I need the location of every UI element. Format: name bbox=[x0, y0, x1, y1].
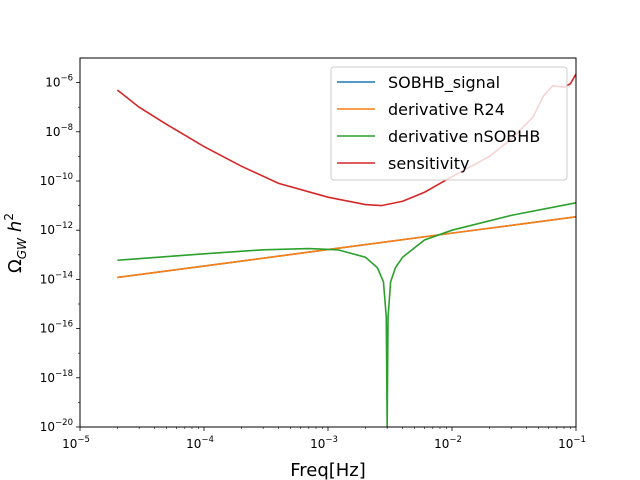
legend-label: SOBHB_signal bbox=[388, 73, 500, 93]
y-tick-label: 10−14 bbox=[40, 270, 73, 286]
x-tick-label: 10−3 bbox=[310, 435, 338, 451]
x-tick-label: 10−4 bbox=[186, 435, 214, 451]
legend-label: sensitivity bbox=[388, 154, 469, 173]
x-tick-label: 10−2 bbox=[434, 435, 462, 451]
y-label-h: h bbox=[5, 221, 26, 232]
x-axis-label: Freq[Hz] bbox=[290, 460, 366, 480]
series-line-derivative-r24 bbox=[117, 216, 577, 279]
y-label-sub: GW bbox=[15, 237, 29, 259]
x-tick-label: 10−1 bbox=[558, 435, 586, 451]
y-tick-label: 10−16 bbox=[40, 320, 73, 336]
axis-ticks: 10−5 10−4 10−3 10−2 10−1 10−20 10−18 10−16 10−14… bbox=[40, 74, 586, 451]
y-label-omega: Ω bbox=[5, 259, 26, 273]
y-tick-label: 10−12 bbox=[40, 221, 73, 237]
legend-label: derivative R24 bbox=[388, 100, 505, 119]
y-tick-label: 10−10 bbox=[40, 172, 73, 188]
legend: SOBHB_signal derivative R24 derivative nSO… bbox=[330, 66, 568, 181]
y-tick-label: 10−20 bbox=[40, 418, 73, 434]
y-tick-label: 10−6 bbox=[45, 74, 73, 90]
svg-text:ΩGWh2: ΩGW h2 bbox=[2, 213, 29, 273]
y-tick-label: 10−18 bbox=[40, 369, 73, 385]
legend-label: derivative nSOBHB bbox=[388, 127, 540, 146]
x-tick-label: 10−5 bbox=[62, 435, 90, 451]
series-line-derivative-nsobhb bbox=[117, 202, 577, 428]
y-tick-label: 10−8 bbox=[45, 123, 73, 139]
y-axis-label: ΩGW h2 bbox=[2, 213, 29, 273]
y-label-sup: 2 bbox=[2, 213, 16, 221]
legend-box bbox=[330, 66, 568, 181]
